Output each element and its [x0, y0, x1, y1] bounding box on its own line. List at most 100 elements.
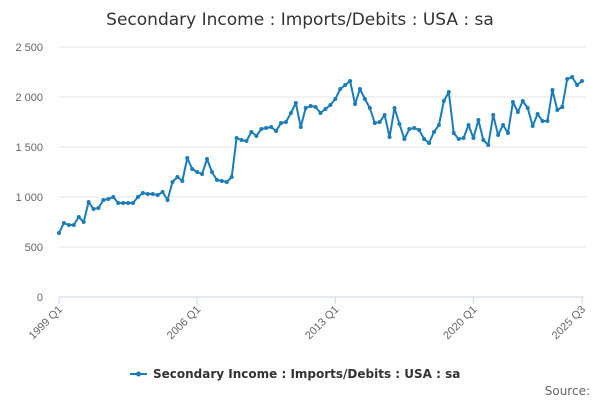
data-point[interactable]: [101, 198, 106, 202]
data-point[interactable]: [515, 110, 520, 114]
data-point[interactable]: [298, 125, 303, 129]
data-point[interactable]: [575, 83, 580, 87]
data-point[interactable]: [283, 120, 288, 124]
data-point[interactable]: [71, 223, 76, 227]
data-point[interactable]: [200, 172, 205, 176]
data-point[interactable]: [318, 111, 323, 115]
data-point[interactable]: [185, 156, 190, 160]
data-point[interactable]: [476, 118, 481, 122]
data-point[interactable]: [259, 127, 264, 131]
data-point[interactable]: [387, 135, 392, 139]
data-point[interactable]: [333, 97, 338, 101]
data-point[interactable]: [412, 126, 417, 130]
data-point[interactable]: [525, 106, 530, 110]
data-point[interactable]: [269, 125, 274, 129]
data-point[interactable]: [219, 179, 224, 183]
data-point[interactable]: [249, 130, 254, 134]
data-point[interactable]: [530, 124, 535, 128]
data-point[interactable]: [279, 121, 284, 125]
data-point[interactable]: [491, 113, 496, 117]
data-point[interactable]: [239, 138, 244, 142]
data-point[interactable]: [175, 175, 180, 179]
data-point[interactable]: [66, 223, 71, 227]
data-point[interactable]: [229, 175, 234, 179]
data-point[interactable]: [323, 107, 328, 111]
data-point[interactable]: [431, 130, 436, 134]
data-point[interactable]: [466, 123, 471, 127]
data-point[interactable]: [160, 190, 165, 194]
data-point[interactable]: [407, 127, 412, 131]
data-point[interactable]: [446, 90, 451, 94]
data-point[interactable]: [96, 206, 101, 210]
data-point[interactable]: [338, 87, 343, 91]
data-point[interactable]: [392, 106, 397, 110]
data-point[interactable]: [254, 134, 259, 138]
data-point[interactable]: [86, 200, 91, 204]
data-point[interactable]: [91, 207, 96, 211]
data-point[interactable]: [471, 136, 476, 140]
data-point[interactable]: [382, 113, 387, 117]
data-point[interactable]: [214, 178, 219, 182]
data-point[interactable]: [520, 99, 525, 103]
data-point[interactable]: [57, 231, 61, 235]
data-point[interactable]: [461, 136, 466, 140]
data-point[interactable]: [427, 141, 432, 145]
data-point[interactable]: [545, 119, 550, 123]
data-point[interactable]: [308, 104, 313, 108]
data-point[interactable]: [293, 101, 298, 105]
data-point[interactable]: [135, 195, 140, 199]
data-point[interactable]: [372, 121, 377, 125]
data-point[interactable]: [496, 133, 501, 137]
data-point[interactable]: [81, 220, 86, 224]
data-point[interactable]: [274, 129, 279, 133]
data-point[interactable]: [343, 83, 348, 87]
data-point[interactable]: [234, 136, 239, 140]
data-point[interactable]: [288, 111, 293, 115]
data-point[interactable]: [111, 195, 116, 199]
data-point[interactable]: [106, 197, 111, 201]
data-point[interactable]: [357, 87, 362, 91]
data-point[interactable]: [535, 112, 540, 116]
data-point[interactable]: [362, 97, 367, 101]
data-point[interactable]: [441, 99, 446, 103]
data-point[interactable]: [510, 100, 515, 104]
data-point[interactable]: [155, 193, 160, 197]
data-point[interactable]: [209, 170, 214, 174]
data-point[interactable]: [116, 201, 121, 205]
data-point[interactable]: [456, 137, 461, 141]
data-point[interactable]: [367, 106, 372, 110]
data-point[interactable]: [150, 192, 155, 196]
legend[interactable]: Secondary Income : Imports/Debits : USA …: [130, 367, 460, 381]
data-point[interactable]: [190, 167, 195, 171]
data-point[interactable]: [205, 157, 210, 161]
data-point[interactable]: [486, 143, 491, 147]
data-point[interactable]: [501, 123, 506, 127]
data-point[interactable]: [397, 122, 402, 126]
data-point[interactable]: [417, 128, 422, 132]
data-point[interactable]: [76, 215, 81, 219]
data-point[interactable]: [451, 131, 456, 135]
data-point[interactable]: [165, 198, 170, 202]
data-point[interactable]: [61, 221, 66, 225]
data-point[interactable]: [121, 201, 126, 205]
data-point[interactable]: [195, 170, 200, 174]
data-point[interactable]: [422, 137, 427, 141]
data-point[interactable]: [377, 120, 382, 124]
data-point[interactable]: [580, 79, 584, 83]
data-point[interactable]: [145, 192, 150, 196]
data-point[interactable]: [570, 75, 575, 79]
data-point[interactable]: [264, 126, 269, 130]
data-point[interactable]: [328, 103, 333, 107]
data-point[interactable]: [560, 105, 565, 109]
data-point[interactable]: [244, 139, 249, 143]
data-point[interactable]: [481, 138, 486, 142]
data-point[interactable]: [565, 77, 570, 81]
data-point[interactable]: [224, 180, 229, 184]
data-point[interactable]: [505, 131, 510, 135]
data-point[interactable]: [131, 201, 136, 205]
data-point[interactable]: [540, 119, 545, 123]
data-point[interactable]: [555, 108, 560, 112]
data-point[interactable]: [436, 123, 441, 127]
data-point[interactable]: [170, 180, 175, 184]
data-point[interactable]: [402, 137, 407, 141]
